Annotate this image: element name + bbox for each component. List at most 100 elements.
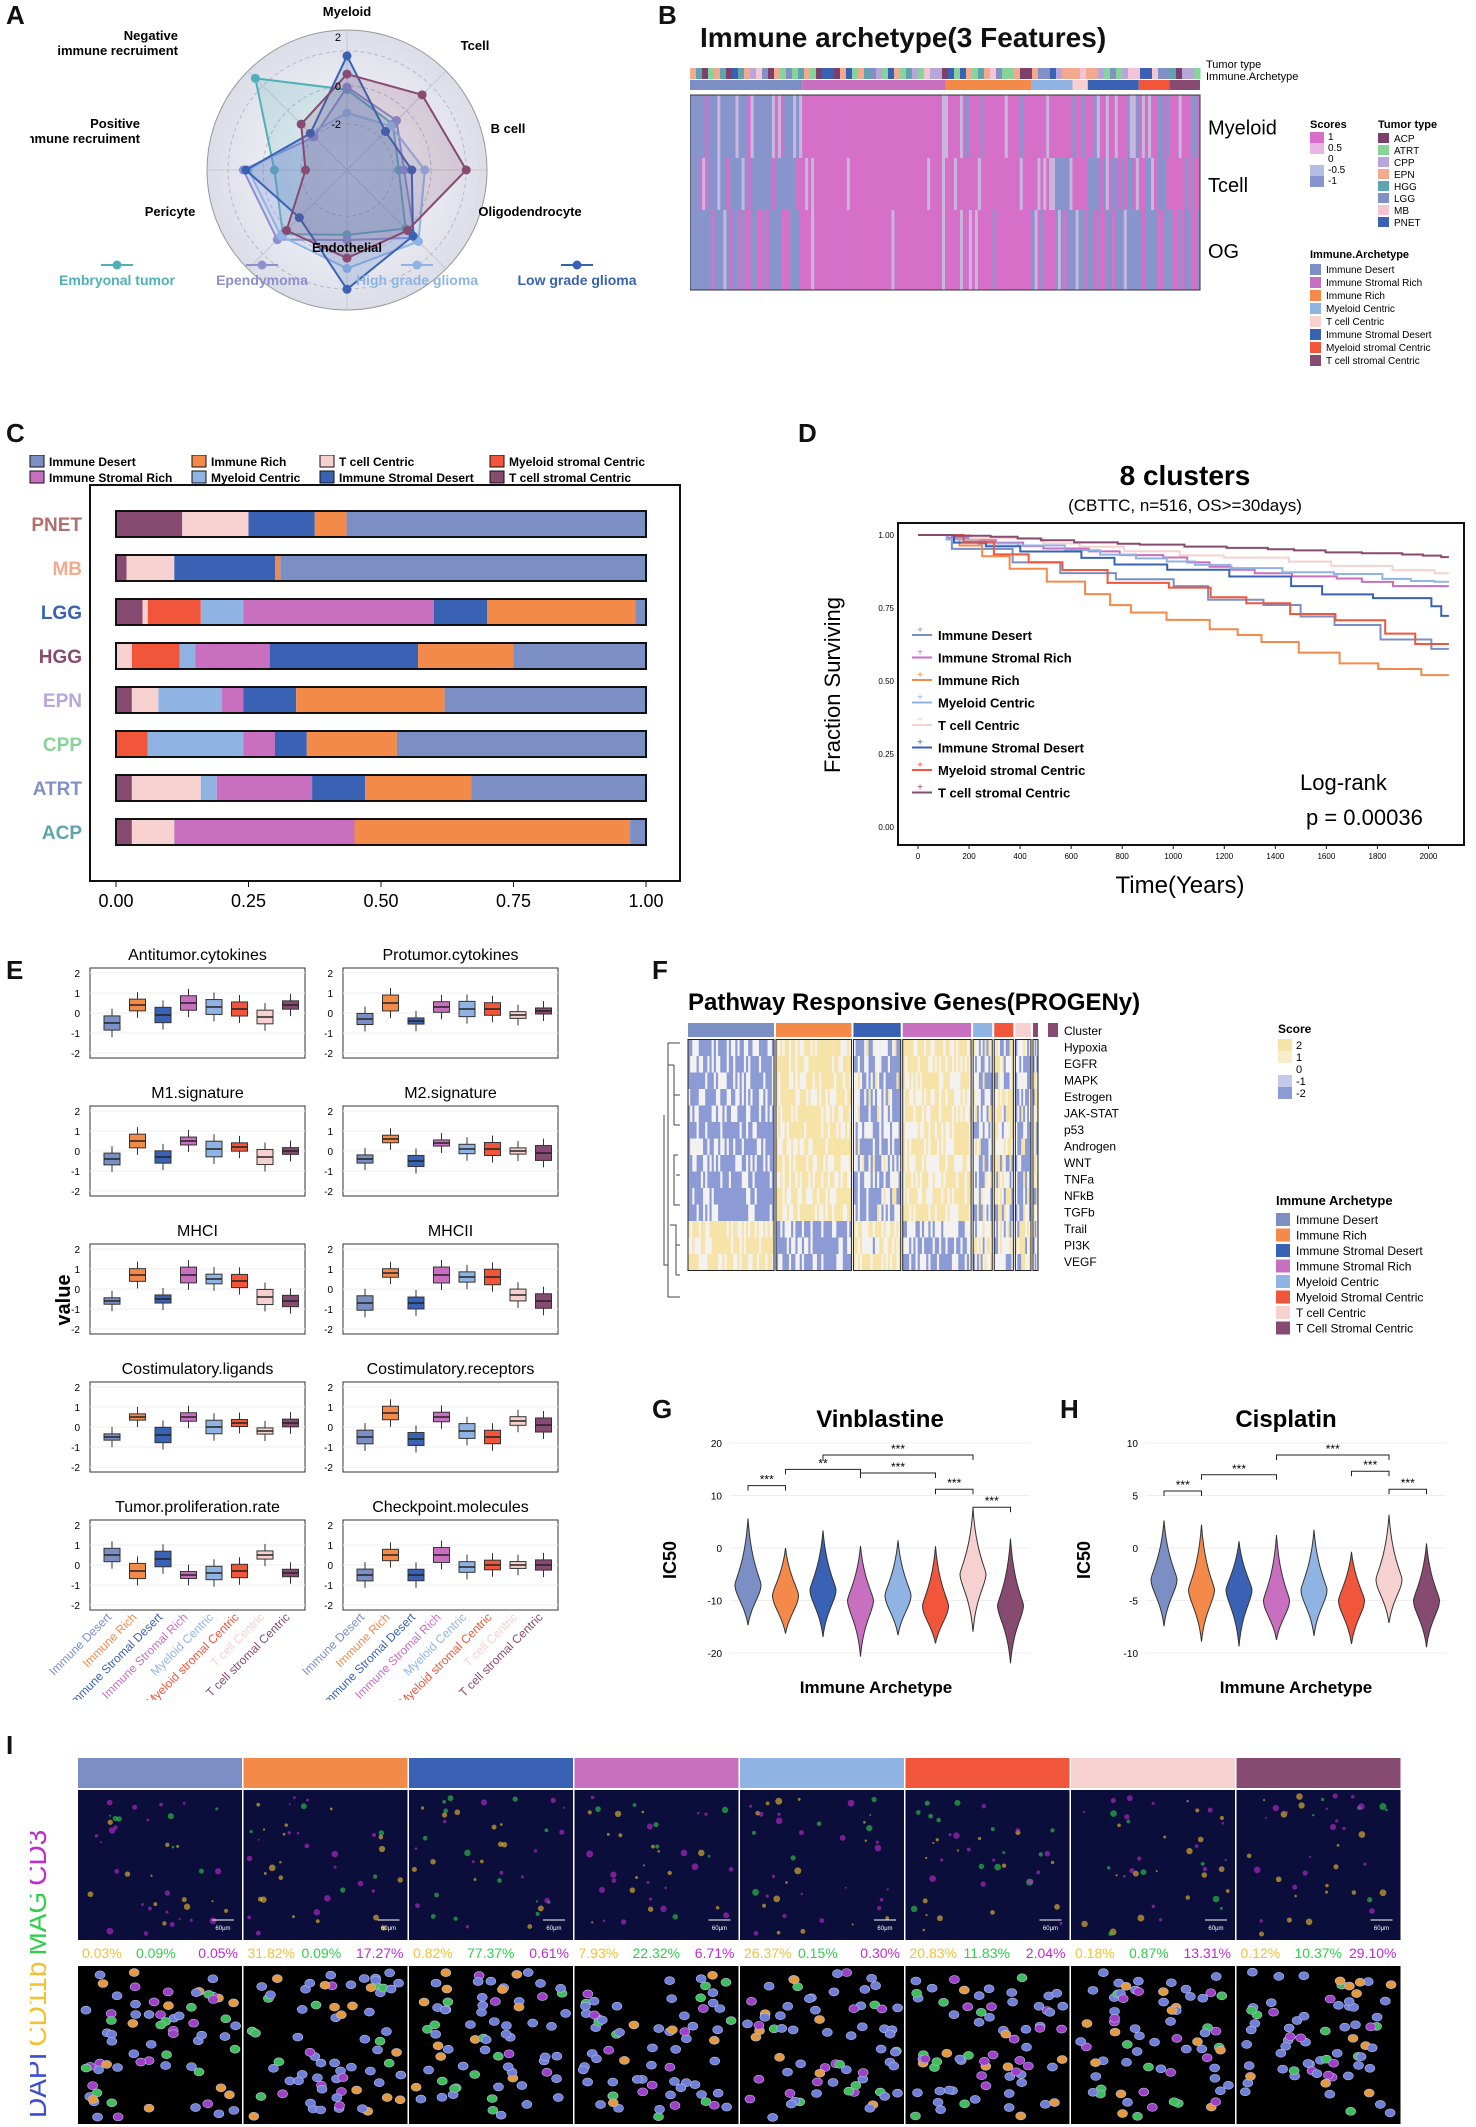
f-heat-cell xyxy=(984,1171,987,1188)
c-legend-label: T cell stromal Centric xyxy=(509,471,631,485)
f-heat-cell xyxy=(804,1122,807,1139)
f-heat-cell xyxy=(921,1204,925,1221)
f-heat-cell xyxy=(866,1221,869,1238)
f-heat-cell xyxy=(975,1039,978,1056)
heatmap-cell xyxy=(986,95,991,158)
segmented-cell xyxy=(1166,1978,1177,1988)
heatmap-cell xyxy=(873,95,877,158)
facet-y-tick: -1 xyxy=(71,1305,80,1316)
segmented-cell xyxy=(1209,2063,1220,2073)
segmented-cell xyxy=(1098,1968,1109,1978)
facet-y-tick: 2 xyxy=(74,1383,80,1394)
f-heat-cell xyxy=(849,1072,852,1089)
f-heat-cell xyxy=(866,1039,869,1056)
segmented-cell xyxy=(1215,2045,1226,2055)
f-heat-cell xyxy=(793,1138,796,1155)
f-heat-cell xyxy=(728,1138,732,1155)
f-heat-cell xyxy=(958,1105,961,1122)
heatmap-cell xyxy=(1129,158,1134,210)
f-heat-cell xyxy=(968,1122,972,1139)
segmented-cell xyxy=(497,1985,508,1994)
f-heat-cell xyxy=(771,1254,775,1271)
heatmap-cell xyxy=(1190,158,1195,210)
segmented-cell xyxy=(1323,2070,1334,2080)
f-heat-cell xyxy=(976,1056,980,1073)
f-heat-cell xyxy=(1003,1237,1007,1254)
f-heat-cell xyxy=(765,1056,768,1073)
f-heat-cell xyxy=(808,1138,811,1155)
f-heat-cell xyxy=(939,1171,942,1188)
violin-y-tick: 10 xyxy=(711,1492,723,1503)
f-heat-cell xyxy=(767,1056,770,1073)
f-heat-cell xyxy=(986,1155,989,1172)
f-heat-cell xyxy=(814,1155,818,1172)
f-heat-cell xyxy=(939,1056,942,1073)
segmented-cell xyxy=(422,2025,433,2034)
if-signal xyxy=(839,1835,846,1841)
f-heat-cell xyxy=(786,1039,790,1056)
heatmap-cell xyxy=(903,95,907,158)
f-heat-cell xyxy=(810,1089,813,1106)
f-heat-cell xyxy=(926,1155,929,1172)
segmented-cell xyxy=(163,2001,174,2011)
f-heat-cell xyxy=(761,1039,764,1056)
if-signal xyxy=(296,1831,300,1835)
f-heat-cell xyxy=(906,1237,910,1254)
f-heat-cell xyxy=(707,1039,710,1056)
f-heat-cell xyxy=(889,1072,893,1089)
f-heat-cell xyxy=(795,1122,798,1139)
heatmap-cell xyxy=(846,158,851,210)
f-heat-cell xyxy=(690,1072,693,1089)
c-bar-segment xyxy=(126,555,175,581)
if-signal xyxy=(491,1824,497,1830)
f-heat-cell xyxy=(844,1204,848,1221)
heatmap-cell xyxy=(1037,158,1041,210)
f-heat-cell xyxy=(788,1188,792,1205)
f-heat-cell xyxy=(769,1204,773,1221)
facet-y-tick: 1 xyxy=(327,1403,333,1414)
f-heat-cell xyxy=(696,1138,700,1155)
f-heat-cell xyxy=(709,1155,712,1172)
f-heat-cell xyxy=(1027,1072,1030,1089)
f-heat-cell xyxy=(939,1039,942,1056)
f-heat-cell xyxy=(870,1105,874,1122)
f-heat-cell xyxy=(825,1122,829,1139)
f-heat-cell xyxy=(703,1138,706,1155)
heatmap-cell xyxy=(717,158,721,210)
f-heat-cell xyxy=(769,1089,773,1106)
f-heat-cell xyxy=(883,1056,886,1073)
f-heat-cell xyxy=(943,1171,946,1188)
f-heat-cell xyxy=(973,1171,976,1188)
f-heat-cell xyxy=(1011,1072,1014,1089)
heatmap-cell xyxy=(744,158,749,210)
f-heat-cell xyxy=(834,1056,837,1073)
if-signal xyxy=(473,1878,477,1881)
f-heat-cell xyxy=(726,1138,730,1155)
f-heat-cell xyxy=(797,1254,801,1271)
f-heat-cell xyxy=(726,1254,730,1271)
if-signal xyxy=(871,1796,877,1803)
c-legend-label: Myeloid Centric xyxy=(211,471,301,485)
heatmap-cell xyxy=(1066,158,1070,210)
segmented-cell xyxy=(1090,2058,1101,2067)
f-heat-cell xyxy=(941,1072,944,1089)
segmentation-image xyxy=(78,1966,242,2124)
f-heat-cell xyxy=(1019,1254,1022,1271)
f-heat-cell xyxy=(996,1056,999,1073)
f-heat-cell xyxy=(778,1221,781,1238)
facet-y-tick: -1 xyxy=(324,1167,333,1178)
if-signal xyxy=(886,1888,889,1891)
heatmap-cell xyxy=(1135,95,1140,158)
if-signal xyxy=(340,1887,346,1893)
f-heat-cell xyxy=(799,1138,803,1155)
segmented-cell xyxy=(1379,1996,1391,2006)
f-heat-cell xyxy=(999,1056,1003,1073)
f-heat-cell xyxy=(1034,1122,1037,1139)
f-score-tick: 0 xyxy=(1296,1064,1302,1076)
cd3-percent: 6.71% xyxy=(695,1945,735,1961)
if-signal xyxy=(176,1844,180,1848)
tumor-type-annotation-cell xyxy=(1134,68,1141,79)
f-heat-cell xyxy=(836,1155,839,1172)
f-heat-cell xyxy=(799,1155,803,1172)
f-heat-cell xyxy=(769,1155,773,1172)
